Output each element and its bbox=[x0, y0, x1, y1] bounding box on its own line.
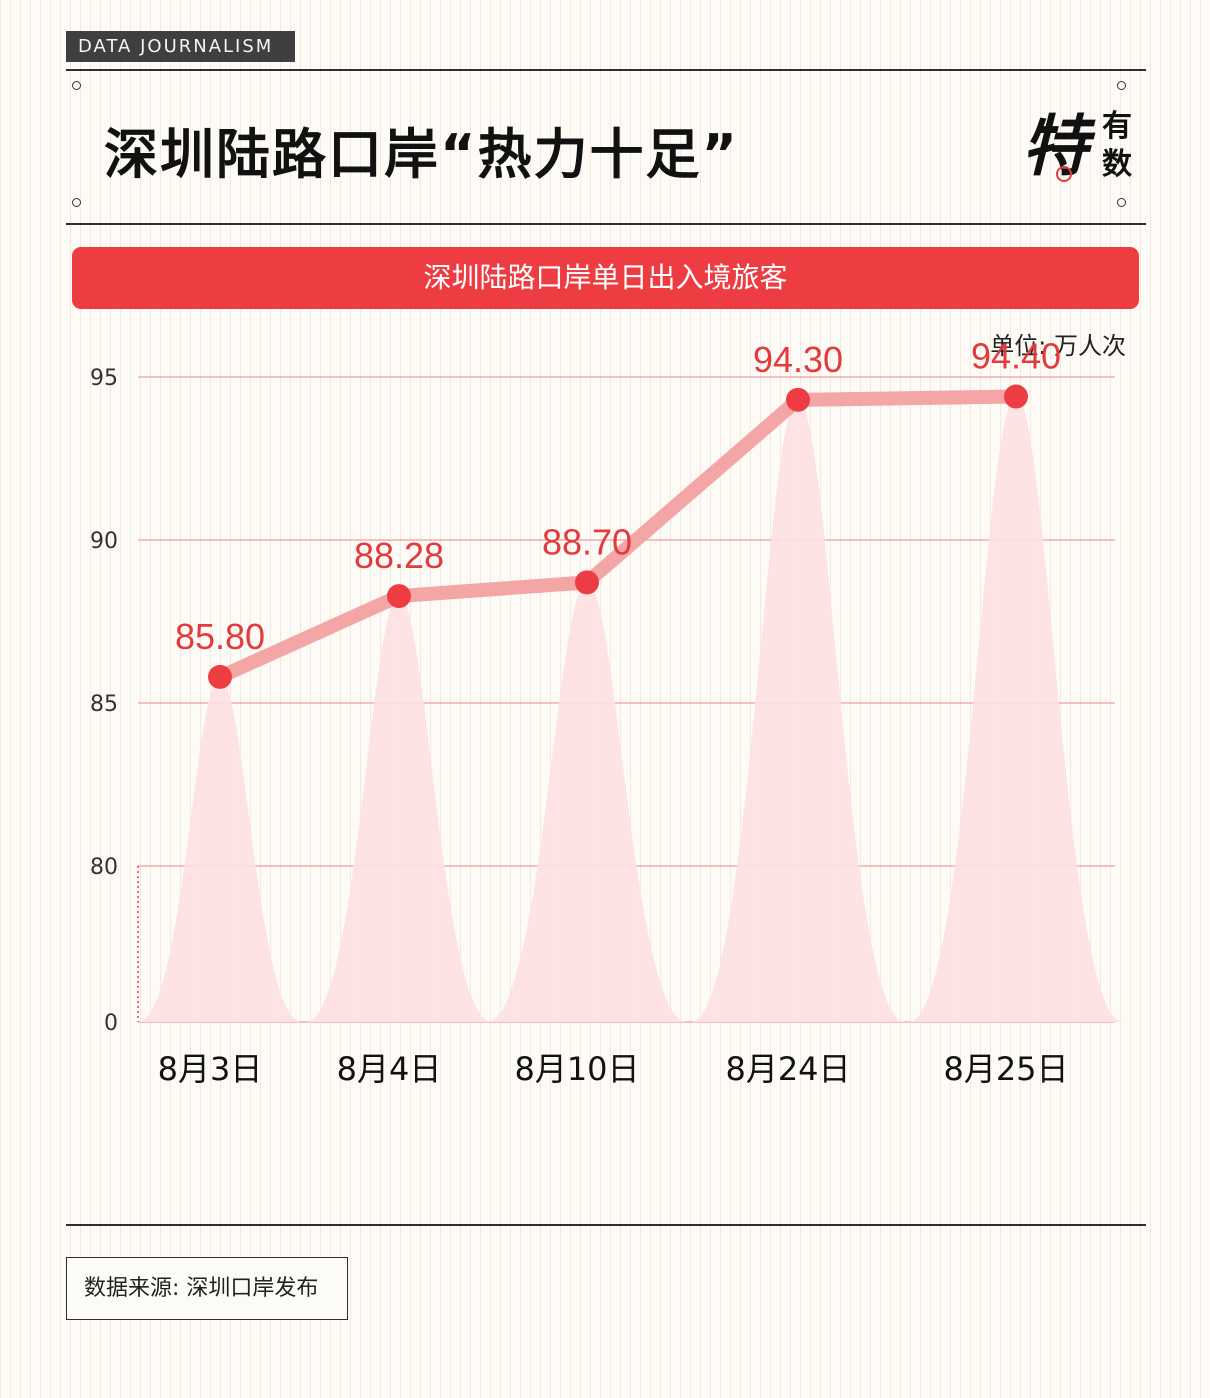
logo-char-bottom: 数 bbox=[1102, 147, 1132, 182]
brand-logo: 特 有 数 bbox=[1022, 104, 1142, 190]
data-journalism-tag: DATA JOURNALISM bbox=[66, 31, 295, 62]
y-tick-label: 95 bbox=[90, 366, 118, 391]
data-point bbox=[786, 387, 810, 412]
corner-dot bbox=[72, 81, 81, 90]
data-point bbox=[575, 570, 599, 595]
peak-shape bbox=[909, 396, 1123, 1022]
peak-shape bbox=[138, 676, 302, 1022]
data-point bbox=[208, 664, 232, 689]
x-tick-label: 8月24日 bbox=[725, 1050, 850, 1088]
data-label: 94.30 bbox=[753, 339, 843, 380]
top-rule bbox=[66, 69, 1146, 71]
y-tick-label: 80 bbox=[90, 855, 118, 880]
unit-label: 单位: 万人次 bbox=[990, 332, 1126, 360]
y-tick-label: 85 bbox=[90, 692, 118, 717]
data-label: 88.70 bbox=[542, 521, 632, 562]
header-rule bbox=[66, 223, 1146, 225]
magnifier-icon bbox=[1056, 166, 1072, 182]
data-point bbox=[387, 584, 411, 609]
x-tick-label: 8月10日 bbox=[514, 1050, 639, 1088]
x-tick-label: 8月3日 bbox=[158, 1050, 263, 1088]
peak-shape bbox=[306, 596, 492, 1022]
y-tick-label: 0 bbox=[104, 1011, 118, 1036]
logo-char-main: 特 bbox=[1022, 108, 1088, 185]
chart-title-banner: 深圳陆路口岸单日出入境旅客 bbox=[72, 247, 1139, 309]
peak-shape bbox=[691, 399, 905, 1023]
corner-dot bbox=[1117, 198, 1126, 207]
data-label: 85.80 bbox=[175, 616, 265, 657]
y-tick-label: 90 bbox=[90, 529, 118, 554]
data-source-box: 数据来源: 深圳口岸发布 bbox=[66, 1257, 348, 1320]
peak-shape bbox=[487, 582, 687, 1022]
corner-dot bbox=[72, 198, 81, 207]
logo-char-top: 有 bbox=[1102, 109, 1132, 144]
data-point bbox=[1004, 384, 1028, 409]
corner-dot bbox=[1117, 81, 1126, 90]
footer-rule bbox=[66, 1224, 1146, 1226]
x-tick-label: 8月4日 bbox=[337, 1050, 442, 1088]
data-label: 94.40 bbox=[971, 336, 1061, 377]
x-tick-label: 8月25日 bbox=[943, 1050, 1068, 1088]
page-title: 深圳陆路口岸“热力十足” bbox=[104, 123, 739, 186]
line-chart: 0 80 85 90 95 85.80 8月3日 88.28 8月4日 88.70 8月10日 94.… bbox=[90, 336, 1123, 1088]
data-label: 88.28 bbox=[354, 535, 444, 576]
